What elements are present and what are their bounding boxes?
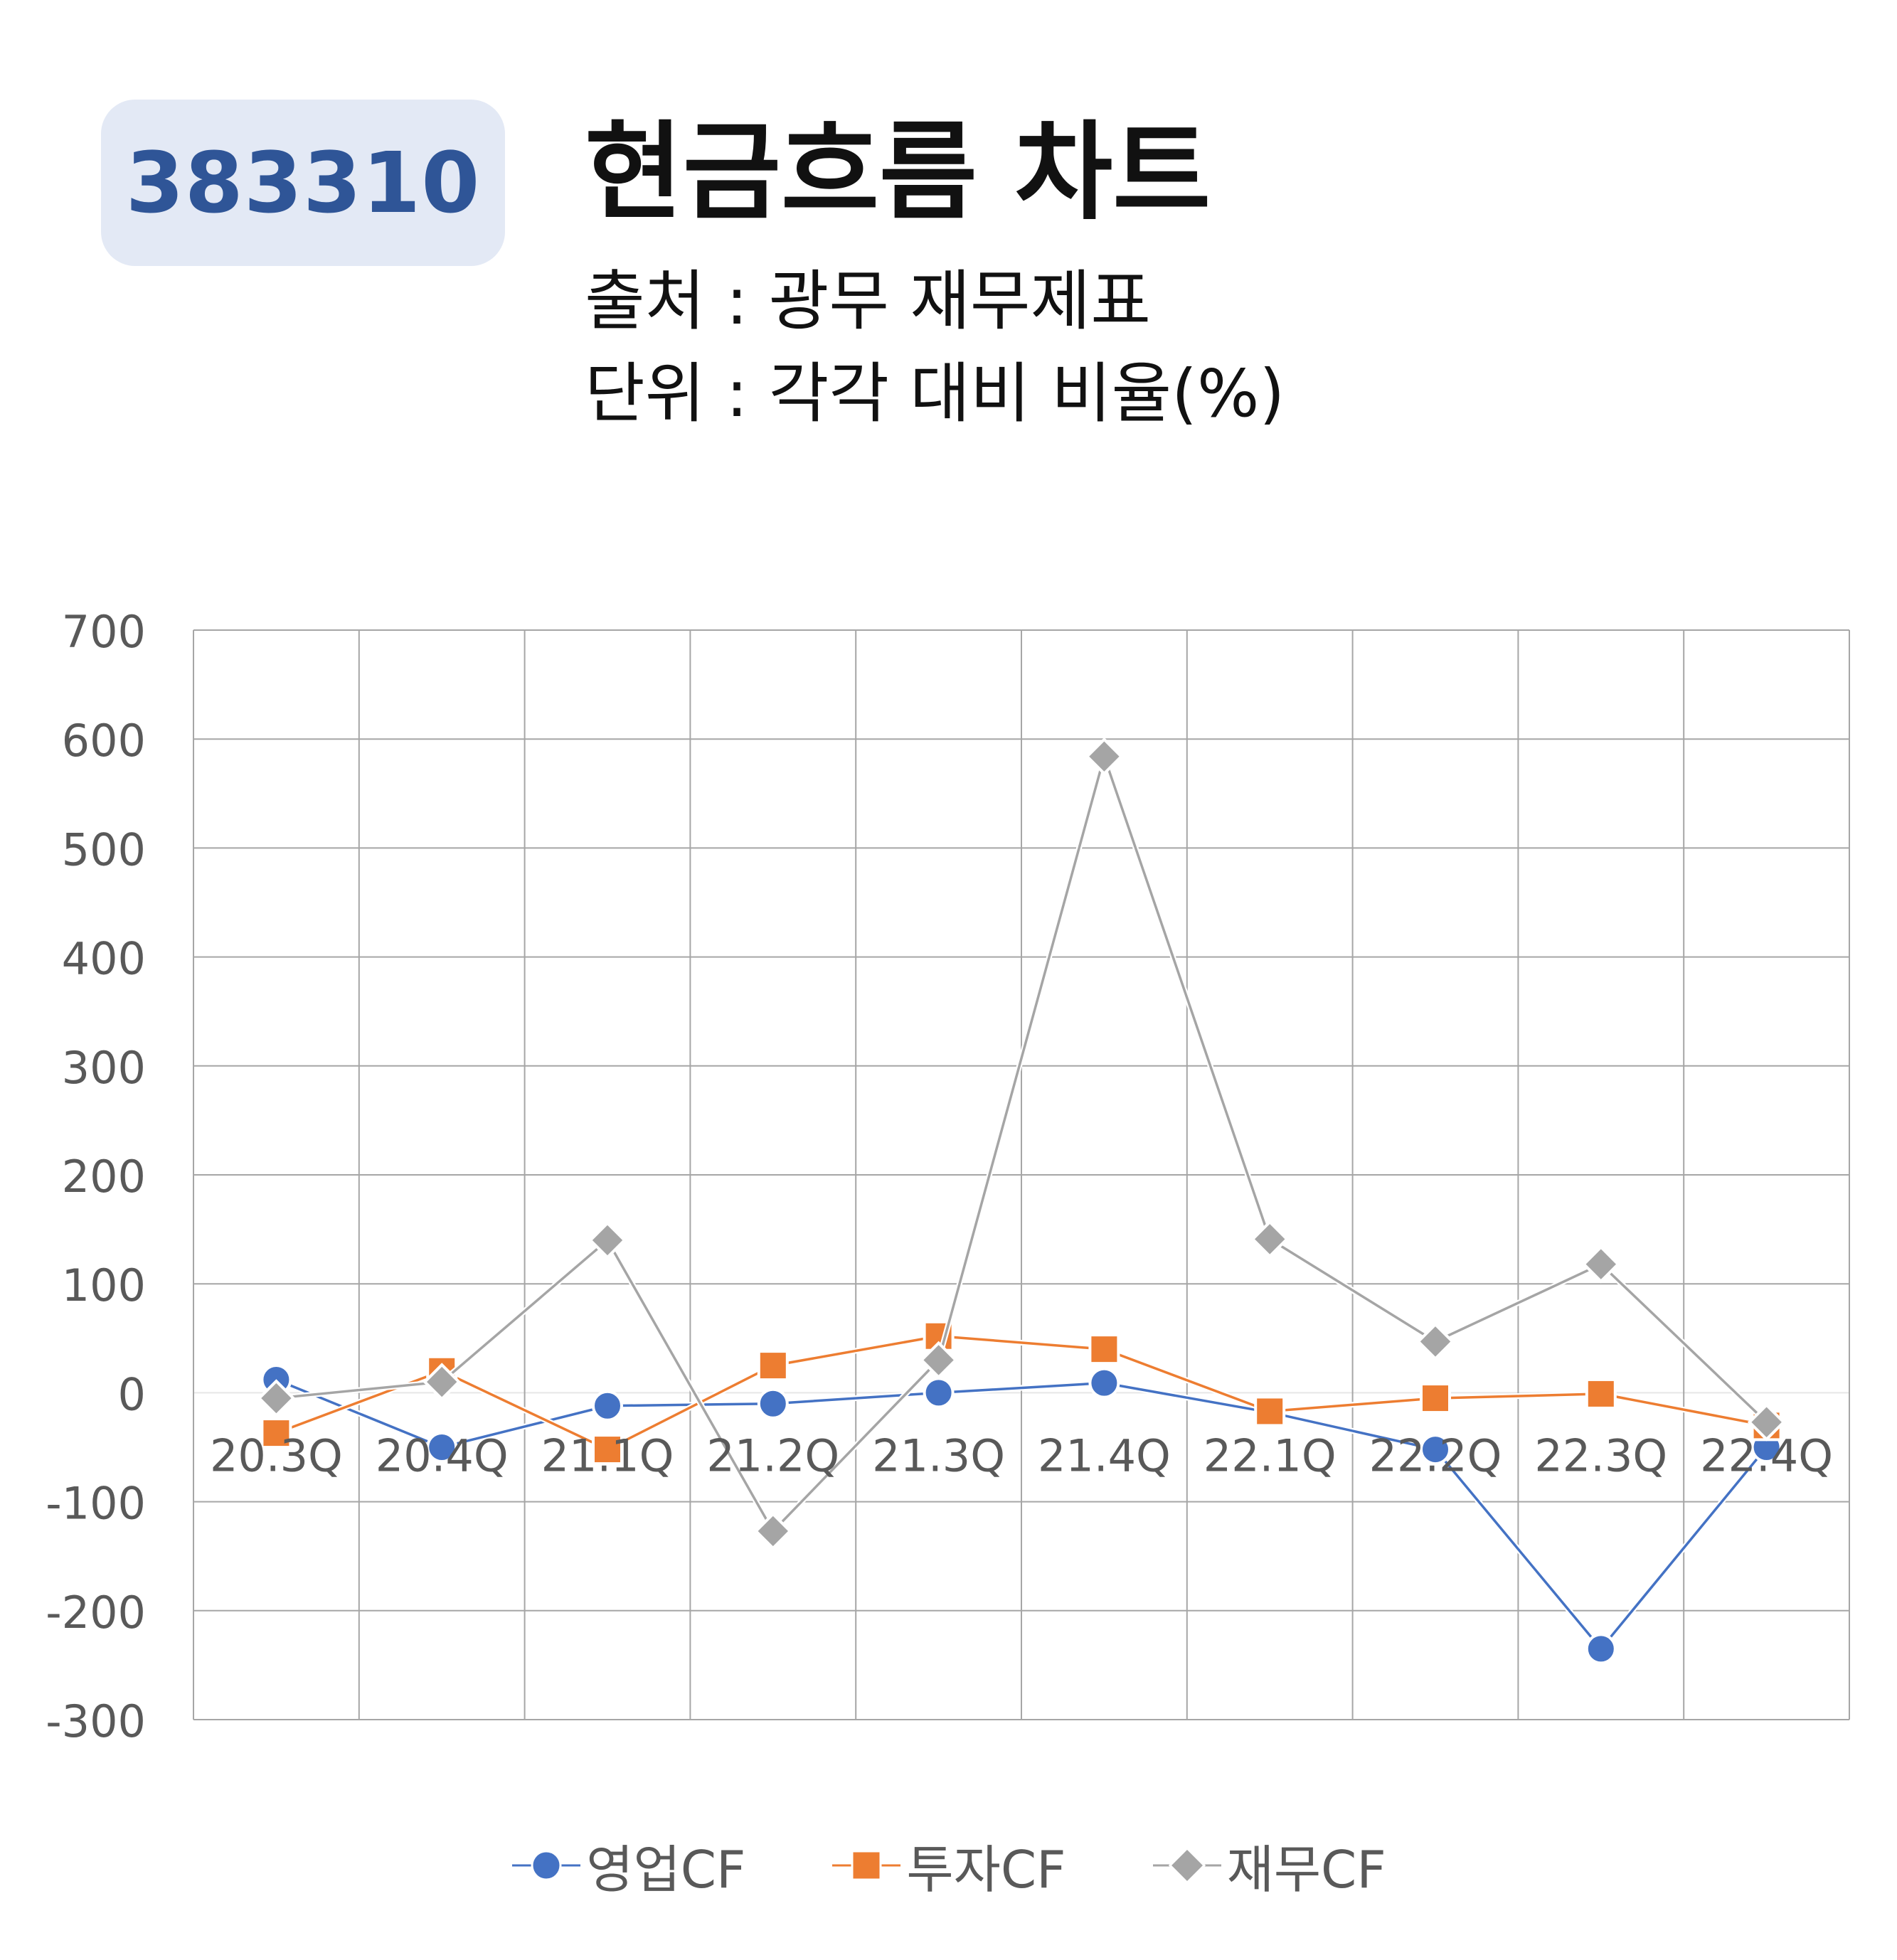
legend-item: 영업CF <box>511 1828 745 1902</box>
data-point <box>1085 737 1124 776</box>
data-point <box>1747 1402 1786 1442</box>
legend: 영업CF 투자CF 재무CF <box>0 1828 1897 1902</box>
data-point <box>1585 1378 1617 1410</box>
legend-marker-icon <box>832 1850 901 1880</box>
data-point <box>426 1432 458 1463</box>
data-point <box>757 1350 789 1382</box>
series <box>257 737 1786 1665</box>
x-tick-label: 21.1Q <box>541 1429 674 1481</box>
stock-code: 383310 <box>125 134 481 232</box>
series-line-2 <box>275 1334 1767 1452</box>
y-tick-label: 100 <box>62 1259 146 1311</box>
stock-code-badge: 383310 <box>101 100 505 266</box>
legend-marker-icon <box>1152 1846 1221 1884</box>
legend-item: 투자CF <box>831 1828 1066 1902</box>
legend-marker-icon <box>512 1850 581 1880</box>
x-tick-label: 21.2Q <box>706 1429 839 1481</box>
data-point <box>592 1390 623 1422</box>
x-tick-label: 22.3Q <box>1534 1429 1667 1481</box>
data-point <box>1585 1633 1617 1665</box>
x-axis-ticks: 20.3Q 20.4Q 21.1Q 21.2Q 21.3Q 21.4Q 22.1Q 22.2Q… <box>210 1429 1833 1481</box>
y-tick-label: 600 <box>62 715 146 767</box>
x-tick-label: 22.1Q <box>1203 1429 1337 1481</box>
data-point <box>1088 1367 1120 1399</box>
unit-note: 단위 : 각각 대비 비율(%) <box>585 356 1285 432</box>
grid <box>193 629 1850 1720</box>
x-tick-label: 22.4Q <box>1700 1429 1833 1481</box>
y-tick-label: -200 <box>46 1587 146 1639</box>
data-point <box>923 1377 955 1409</box>
y-tick-label: -300 <box>46 1695 146 1747</box>
data-point <box>1416 1322 1455 1361</box>
data-point <box>1088 1333 1120 1365</box>
legend-marker <box>531 1850 562 1880</box>
legend-label: 재무CF <box>1226 1840 1386 1900</box>
data-point <box>1420 1434 1451 1466</box>
legend-marker <box>1168 1846 1206 1884</box>
series-line-3 <box>276 752 1768 1533</box>
y-tick-label: 500 <box>62 824 146 875</box>
data-point <box>588 1221 627 1259</box>
data-point <box>1250 1220 1290 1259</box>
x-tick-label: 21.3Q <box>872 1429 1005 1481</box>
x-tick-label: 20.4Q <box>376 1429 509 1481</box>
data-point <box>753 1512 792 1550</box>
legend-item: 재무CF <box>1152 1828 1386 1902</box>
legend-label: 영업CF <box>586 1840 746 1900</box>
y-axis-ticks: -300 -200 -100 0 100 200 300 400 500 600 700 <box>46 606 146 1747</box>
y-tick-label: 200 <box>62 1151 146 1203</box>
y-tick-label: 300 <box>62 1042 146 1094</box>
data-point <box>757 1388 789 1420</box>
legend-marker <box>851 1850 882 1880</box>
data-point <box>592 1434 623 1466</box>
source-note: 출처 : 광무 재무제표 <box>585 263 1151 339</box>
y-tick-label: 0 <box>118 1368 146 1420</box>
data-point <box>260 1417 292 1449</box>
page-title: 현금흐름 차트 <box>585 111 1211 235</box>
series-line-1 <box>275 1378 1768 1651</box>
data-point <box>423 1363 462 1401</box>
data-point <box>1581 1245 1620 1284</box>
data-point <box>1254 1395 1286 1427</box>
data-point <box>1420 1383 1451 1415</box>
x-tick-label: 22.2Q <box>1369 1429 1502 1481</box>
y-tick-label: 400 <box>62 933 146 985</box>
y-tick-label: -100 <box>46 1478 146 1530</box>
x-tick-label: 21.4Q <box>1038 1429 1171 1481</box>
legend-label: 투자CF <box>906 1840 1066 1900</box>
data-point <box>257 1379 296 1417</box>
x-tick-label: 20.3Q <box>210 1429 343 1481</box>
y-tick-label: 700 <box>62 606 146 658</box>
data-point <box>919 1341 958 1380</box>
